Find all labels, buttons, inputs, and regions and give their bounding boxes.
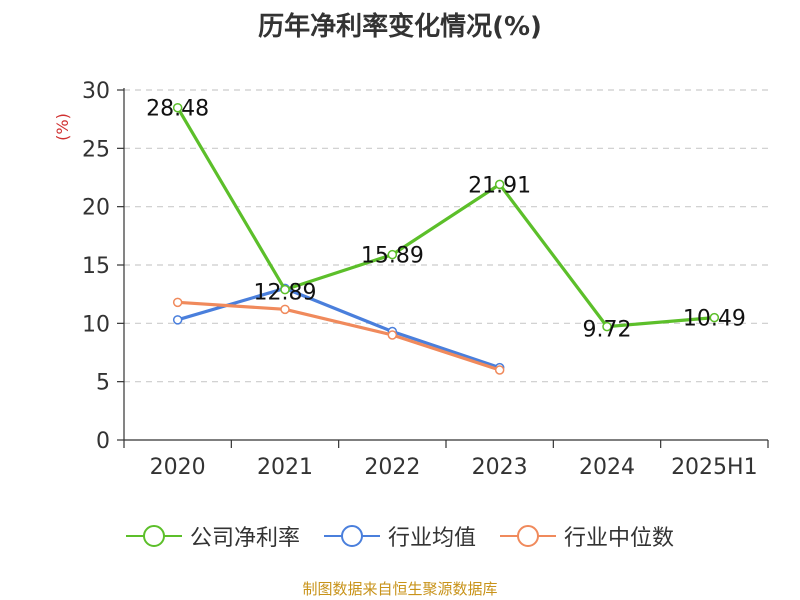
data-label: 21.91 xyxy=(468,173,531,198)
legend-marker-blue-icon xyxy=(323,525,380,547)
series-line xyxy=(177,286,501,370)
legend-item-company[interactable]: 公司净利率 xyxy=(125,520,300,552)
x-tick-label: 2020 xyxy=(150,455,206,480)
x-tick-label: 2025H1 xyxy=(671,455,758,480)
legend-label-company: 公司净利率 xyxy=(189,526,300,551)
legend: 公司净利率 行业均值 行业中位数 xyxy=(0,520,800,552)
data-label: 12.89 xyxy=(254,281,317,306)
chart-title: 历年净利率变化情况(%) xyxy=(258,12,542,42)
data-label: 10.49 xyxy=(683,307,746,332)
series-line xyxy=(177,300,501,372)
data-point xyxy=(280,284,290,295)
data-point xyxy=(494,179,505,190)
data-labels: 28.48 12.89 15.89 21.91 9.72 10.49 xyxy=(146,97,746,343)
legend-item-industry-mean[interactable]: 行业均值 xyxy=(323,520,476,552)
legend-label-industry-mean: 行业均值 xyxy=(387,526,476,551)
legend-marker-orange-icon xyxy=(500,525,556,547)
y-tick-label: 15 xyxy=(82,254,110,279)
y-tick-label: 30 xyxy=(82,79,110,104)
legend-marker-green-icon xyxy=(125,525,182,547)
y-tick-label: 25 xyxy=(82,137,110,162)
y-tick-label: 0 xyxy=(96,429,110,454)
data-point xyxy=(172,315,183,325)
x-tick-label: 2021 xyxy=(257,455,313,480)
series-lines xyxy=(172,102,720,375)
data-label: 9.72 xyxy=(583,318,632,343)
series-line xyxy=(176,106,715,329)
y-axis-label: (%) xyxy=(53,113,72,141)
data-point xyxy=(387,249,398,260)
x-tick-label: 2023 xyxy=(472,455,528,480)
legend-label-industry-median: 行业中位数 xyxy=(564,526,675,551)
data-point xyxy=(172,297,183,308)
axes: 0 5 10 15 20 25 30 2020 2021 2022 2023 2024 2025H1 xyxy=(82,79,769,480)
x-tick-label: 2024 xyxy=(579,455,635,480)
x-tick-label: 2022 xyxy=(364,455,420,480)
data-label: 28.48 xyxy=(146,97,209,122)
data-point xyxy=(172,102,183,113)
y-tick-label: 10 xyxy=(82,312,110,337)
data-point xyxy=(709,312,720,323)
y-tick-label: 20 xyxy=(82,196,110,221)
data-point xyxy=(387,330,398,340)
legend-item-industry-median[interactable]: 行业中位数 xyxy=(500,520,674,552)
data-label: 15.89 xyxy=(361,244,424,269)
data-point xyxy=(494,365,505,375)
data-point xyxy=(280,304,290,315)
y-tick-label: 5 xyxy=(96,371,110,396)
data-point xyxy=(602,321,612,332)
source-note: 制图数据来自恒生聚源数据库 xyxy=(302,580,498,598)
grid-lines xyxy=(124,89,768,383)
